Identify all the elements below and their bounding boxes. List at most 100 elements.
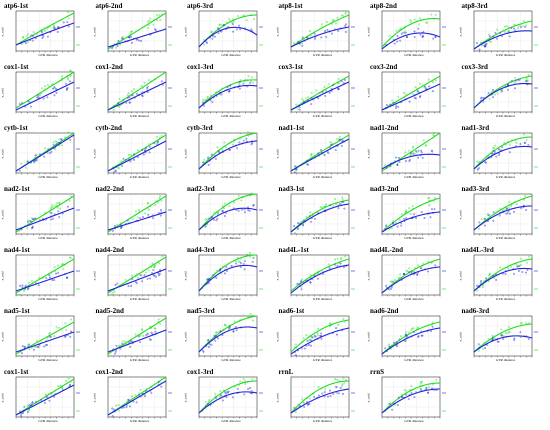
panel-title: cox3-2nd [370, 63, 398, 71]
green-point [405, 390, 408, 392]
green-point [502, 209, 505, 211]
blue-point [506, 88, 509, 91]
green-point [147, 19, 150, 22]
blue-point [31, 39, 34, 42]
green-point [409, 19, 412, 21]
blue-point [396, 225, 399, 228]
green-point [388, 35, 391, 37]
blue-fit-curve [473, 335, 532, 353]
green-fit-curve [473, 258, 532, 292]
blue-point [306, 163, 309, 166]
panel-title: nad6-1st [278, 307, 305, 315]
blue-point [512, 27, 515, 30]
green-point [481, 347, 484, 350]
green-point [70, 318, 72, 321]
blue-point [207, 164, 210, 166]
green-point [242, 378, 245, 380]
panel-8: cox1-3rd GTR distance x_raid [183, 63, 276, 124]
blue-point [21, 352, 23, 355]
green-point [323, 86, 325, 88]
x-axis-label: GTR distance [404, 175, 424, 179]
blue-point [397, 396, 400, 399]
blue-point [149, 392, 152, 394]
green-point [143, 81, 146, 84]
blue-point [306, 99, 308, 102]
blue-point [214, 334, 217, 337]
blue-fit-curve [198, 391, 258, 414]
panel-plot [15, 10, 80, 53]
blue-point [296, 228, 299, 230]
blue-point [413, 36, 416, 38]
green-point [242, 314, 245, 317]
blue-point [232, 30, 234, 33]
green-point [43, 85, 46, 88]
green-point [344, 12, 347, 15]
blue-point [525, 80, 528, 83]
green-point [399, 273, 402, 276]
blue-point [517, 270, 520, 272]
green-point [127, 92, 130, 95]
green-point [333, 258, 336, 261]
blue-point [221, 399, 224, 402]
green-fit-curve [198, 193, 258, 231]
blue-point [143, 274, 145, 277]
blue-point [415, 217, 417, 220]
y-axis-label: x_raid [366, 393, 371, 403]
green-fit-curve [107, 195, 166, 233]
blue-point [127, 285, 129, 288]
blue-point [43, 155, 46, 158]
green-point [499, 207, 501, 210]
green-point [160, 199, 162, 202]
blue-point [36, 345, 39, 348]
blue-point [27, 100, 30, 103]
blue-point [295, 282, 298, 285]
blue-point [20, 414, 22, 417]
green-point [67, 76, 69, 79]
blue-point [30, 220, 33, 223]
panel-title: rrnS [370, 368, 384, 376]
green-point [216, 212, 219, 215]
green-fit-curve [381, 75, 441, 111]
blue-point [118, 347, 121, 350]
blue-point [220, 30, 223, 33]
green-point [400, 393, 403, 396]
green-point [249, 313, 252, 315]
y-axis-label: x_raid [0, 88, 5, 98]
blue-point [219, 330, 222, 333]
green-point [422, 262, 425, 265]
blue-point [52, 217, 54, 220]
green-fit-curve [15, 378, 75, 416]
y-axis-label: x_raid [366, 210, 371, 220]
blue-point [55, 272, 57, 275]
green-point [46, 151, 49, 154]
panel-plot [381, 254, 446, 297]
green-fit-curve [290, 258, 349, 292]
blue-point [242, 82, 245, 85]
blue-point [309, 220, 312, 223]
green-point [26, 227, 29, 230]
blue-point [310, 97, 312, 100]
green-point [148, 325, 151, 328]
green-point [300, 42, 303, 45]
blue-point [136, 156, 139, 159]
green-point [117, 167, 119, 169]
blue-point [420, 151, 423, 154]
blue-point [497, 154, 500, 156]
blue-point [208, 346, 210, 348]
green-point [117, 409, 120, 412]
green-fit-curve [198, 132, 258, 170]
green-point [412, 93, 414, 96]
blue-point [225, 265, 228, 268]
blue-point [35, 159, 37, 162]
blue-point [66, 21, 69, 24]
blue-point [479, 97, 482, 100]
panel-title: cox3-3rd [461, 63, 488, 71]
green-point [232, 143, 234, 146]
green-point [203, 39, 205, 41]
green-point [416, 151, 418, 154]
green-point [216, 269, 218, 272]
green-point [294, 165, 297, 168]
blue-point [111, 229, 114, 232]
blue-point [403, 31, 406, 34]
blue-point [417, 156, 420, 159]
